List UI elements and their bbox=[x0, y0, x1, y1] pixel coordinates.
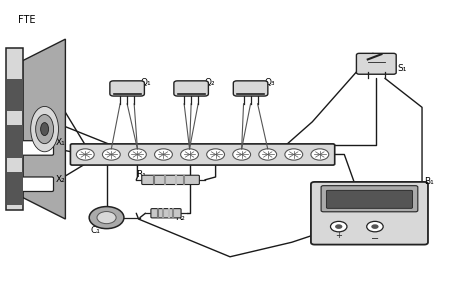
Circle shape bbox=[102, 149, 120, 160]
Bar bbox=[7, 172, 23, 205]
FancyBboxPatch shape bbox=[151, 209, 181, 218]
Circle shape bbox=[366, 222, 382, 232]
FancyBboxPatch shape bbox=[70, 144, 334, 165]
Circle shape bbox=[334, 224, 341, 229]
Circle shape bbox=[370, 224, 378, 229]
Bar bbox=[7, 79, 23, 111]
FancyBboxPatch shape bbox=[320, 186, 417, 212]
FancyBboxPatch shape bbox=[16, 141, 53, 155]
Text: R₁: R₁ bbox=[136, 170, 146, 178]
FancyBboxPatch shape bbox=[6, 48, 22, 210]
Circle shape bbox=[180, 149, 198, 160]
FancyBboxPatch shape bbox=[326, 190, 412, 208]
Circle shape bbox=[76, 149, 94, 160]
FancyBboxPatch shape bbox=[110, 81, 144, 96]
Text: R₂: R₂ bbox=[175, 213, 185, 222]
Circle shape bbox=[154, 149, 172, 160]
FancyBboxPatch shape bbox=[141, 175, 199, 185]
Text: S₁: S₁ bbox=[396, 64, 405, 73]
Ellipse shape bbox=[40, 122, 49, 136]
Circle shape bbox=[232, 149, 250, 160]
Circle shape bbox=[97, 212, 116, 224]
Circle shape bbox=[330, 222, 346, 232]
Text: C₁: C₁ bbox=[90, 226, 100, 235]
Text: Q₃: Q₃ bbox=[264, 78, 274, 87]
FancyBboxPatch shape bbox=[310, 182, 427, 245]
FancyBboxPatch shape bbox=[356, 53, 395, 74]
Ellipse shape bbox=[36, 115, 53, 144]
Text: −: − bbox=[370, 234, 378, 244]
Circle shape bbox=[284, 149, 302, 160]
Circle shape bbox=[128, 149, 146, 160]
Text: B₁: B₁ bbox=[423, 177, 433, 186]
Circle shape bbox=[310, 149, 328, 160]
Text: Q₁: Q₁ bbox=[140, 78, 151, 87]
Circle shape bbox=[258, 149, 276, 160]
Text: X₁: X₁ bbox=[55, 138, 65, 147]
FancyBboxPatch shape bbox=[233, 81, 267, 96]
Circle shape bbox=[89, 207, 123, 229]
Ellipse shape bbox=[31, 106, 58, 152]
Text: Q₂: Q₂ bbox=[204, 78, 215, 87]
FancyBboxPatch shape bbox=[16, 177, 53, 192]
FancyBboxPatch shape bbox=[174, 81, 208, 96]
Text: X₂: X₂ bbox=[55, 175, 65, 183]
Circle shape bbox=[206, 149, 224, 160]
Text: FTE: FTE bbox=[18, 15, 35, 25]
Polygon shape bbox=[22, 39, 65, 219]
Text: +: + bbox=[335, 231, 341, 240]
Bar bbox=[7, 125, 23, 158]
